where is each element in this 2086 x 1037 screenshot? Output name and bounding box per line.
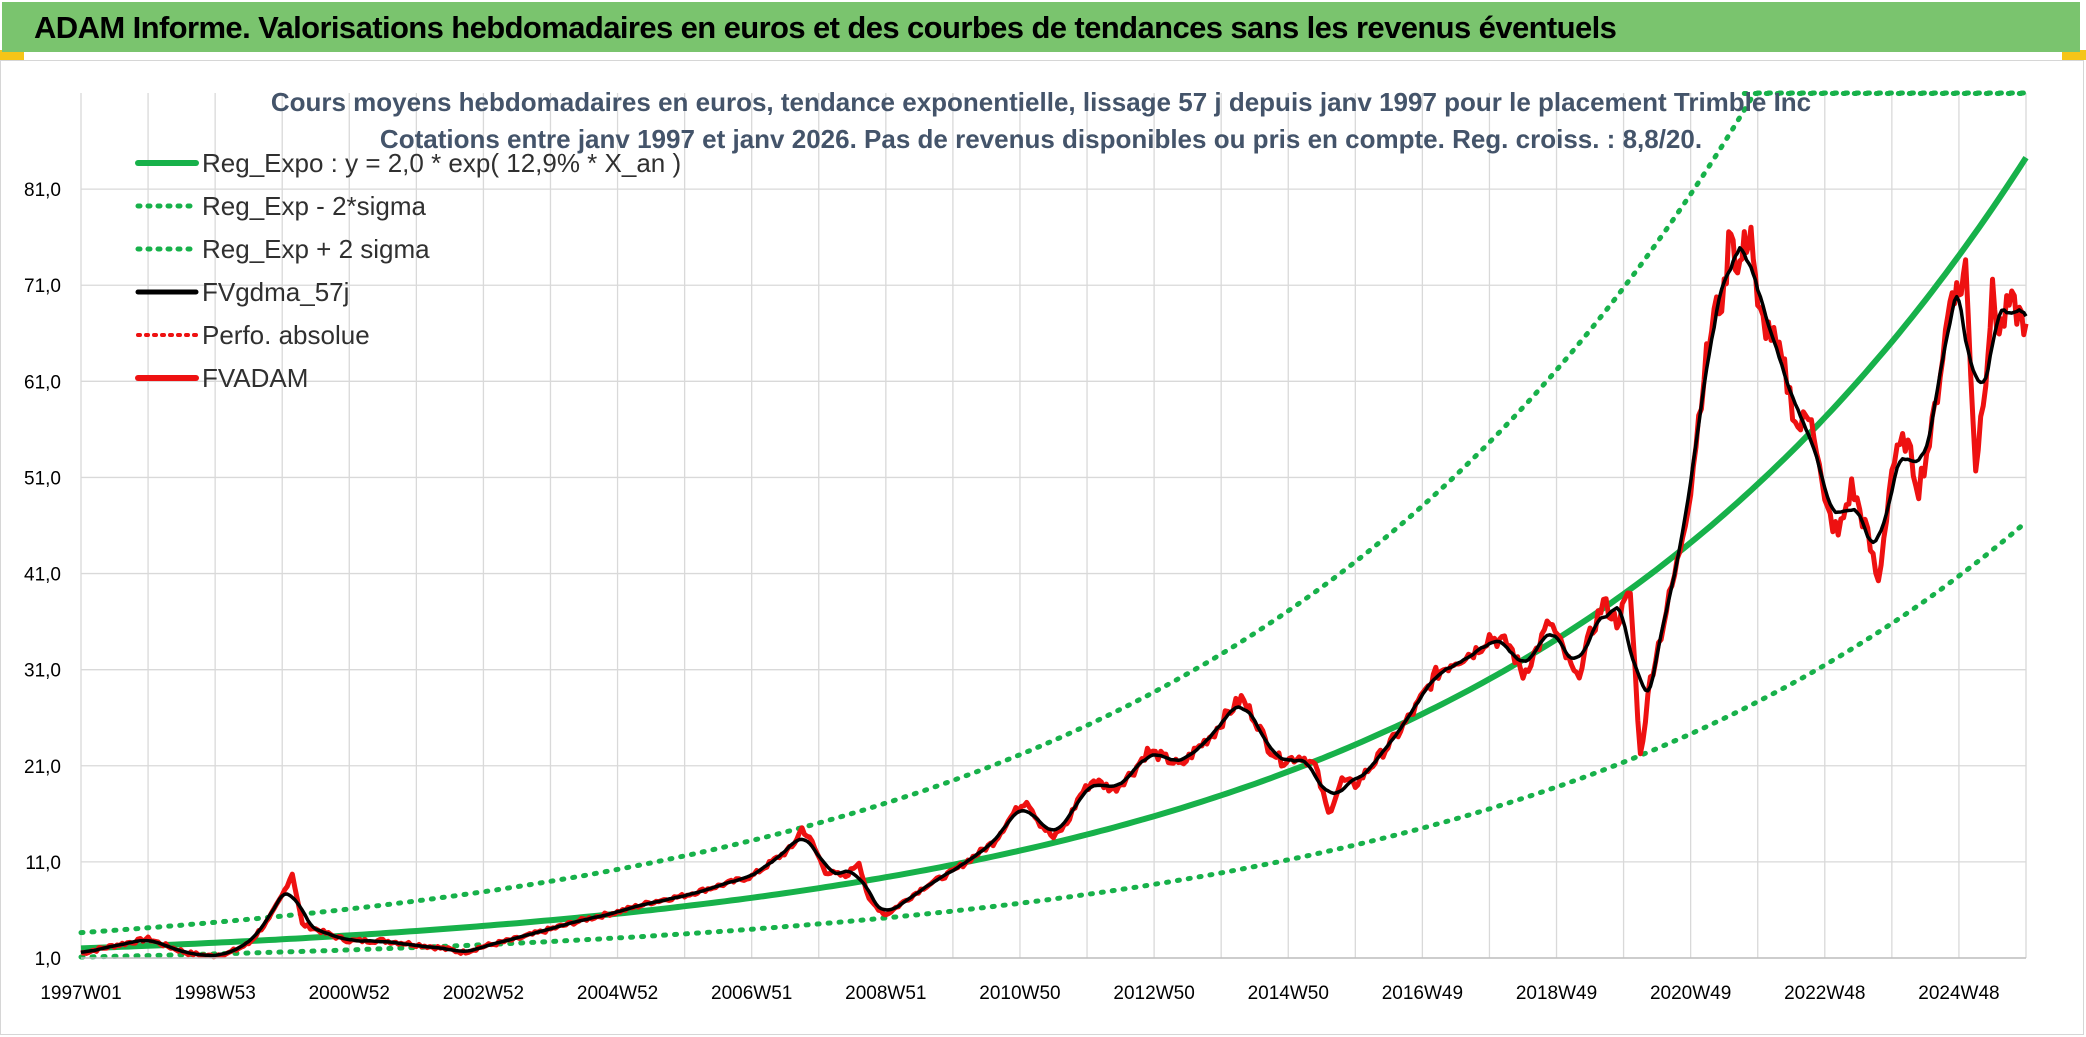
- legend-reg-expo-label: Reg_Expo : y = 2,0 * exp( 12,9% * X_an ): [202, 148, 681, 178]
- chart-subtitle: Cotations entre janv 1997 et janv 2026. …: [380, 124, 1702, 154]
- legend-reg-exp-minus-2sigma-label: Reg_Exp - 2*sigma: [202, 191, 427, 221]
- y-tick-label: 31,0: [24, 661, 61, 682]
- x-tick-label: 2016W49: [1382, 983, 1463, 1004]
- y-tick-label: 61,0: [24, 372, 61, 393]
- series-layer: [78, 90, 2029, 960]
- x-tick-label: 2024W48: [1918, 983, 1999, 1004]
- y-tick-label: 1,0: [35, 949, 61, 970]
- series-fvadam: [80, 224, 2029, 960]
- y-tick-label: 81,0: [24, 180, 61, 201]
- x-tick-label: 2006W51: [711, 983, 792, 1004]
- series-reg-expo: [80, 155, 2029, 952]
- x-tick-label: 2018W49: [1516, 983, 1597, 1004]
- x-tick-label: 2020W49: [1650, 983, 1731, 1004]
- y-tick-label: 51,0: [24, 468, 61, 489]
- legend-perfo-absolue-label: Perfo. absolue: [202, 320, 370, 350]
- x-tick-label: 1997W01: [40, 983, 121, 1004]
- x-tick-label: 2022W48: [1784, 983, 1865, 1004]
- series-fvgdma-57j: [80, 246, 2028, 958]
- x-tick-label: 2002W52: [443, 983, 524, 1004]
- series-reg-exp-plus-2sigma: [78, 90, 2029, 936]
- corner-mark-left: [0, 50, 24, 60]
- x-tick-label: 2000W52: [309, 983, 390, 1004]
- x-tick-label: 2004W52: [577, 983, 658, 1004]
- x-tick-label: 2008W51: [845, 983, 926, 1004]
- header-banner: ADAM Informe. Valorisations hebdomadaire…: [2, 2, 2080, 52]
- series-reg-exp-minus-2sigma: [78, 519, 2029, 960]
- page-title: ADAM Informe. Valorisations hebdomadaire…: [34, 10, 1617, 45]
- legend-reg-exp-plus-2sigma-label: Reg_Exp + 2 sigma: [202, 234, 430, 264]
- legend: Reg_Expo : y = 2,0 * exp( 12,9% * X_an )…: [135, 148, 681, 393]
- y-tick-label: 21,0: [24, 757, 61, 778]
- corner-mark-right: [2062, 50, 2086, 60]
- chart-frame: 1,0 11,0 21,0 31,0 41,0 51,0 61,0 71,0 81,0 1997W…: [0, 60, 2084, 1035]
- y-tick-label: 41,0: [24, 565, 61, 586]
- x-tick-label: 2014W50: [1248, 983, 1329, 1004]
- chart-title: Cours moyens hebdomadaires en euros, ten…: [271, 87, 1811, 117]
- y-tick-label: 11,0: [25, 853, 61, 874]
- x-tick-label: 2010W50: [979, 983, 1060, 1004]
- legend-fvgdma-label: FVgdma_57j: [202, 277, 349, 307]
- legend-fvadam-label: FVADAM: [202, 363, 308, 393]
- x-tick-label: 1998W53: [174, 983, 255, 1004]
- y-tick-label: 71,0: [24, 276, 61, 297]
- x-tick-label: 2012W50: [1113, 983, 1194, 1004]
- axes: 1,0 11,0 21,0 31,0 41,0 51,0 61,0 71,0 81,0 1997W…: [24, 180, 2026, 1004]
- trend-chart: 1,0 11,0 21,0 31,0 41,0 51,0 61,0 71,0 81,0 1997W…: [24, 87, 2029, 1004]
- grid: [80, 93, 2027, 959]
